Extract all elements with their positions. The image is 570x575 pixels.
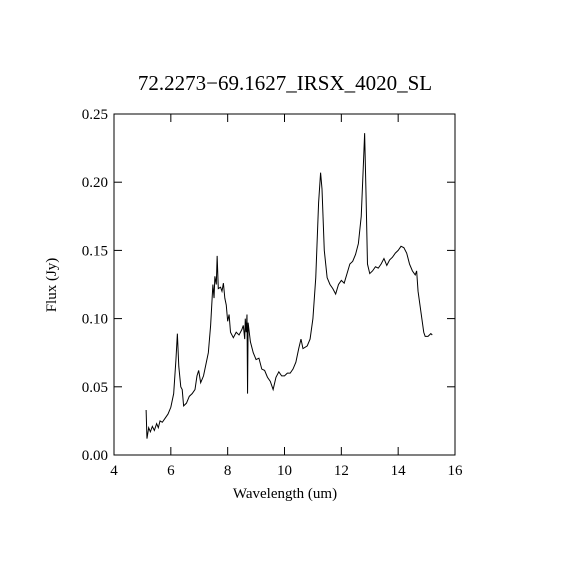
x-tick-label: 14 [391,463,407,479]
x-tick-label: 12 [334,463,349,479]
x-tick-label: 10 [277,463,292,479]
y-tick-label: 0.25 [82,107,108,123]
x-tick-label: 6 [167,463,175,479]
x-tick-label: 16 [448,463,464,479]
y-tick-label: 0.15 [82,243,108,259]
chart-title: 72.2273−69.1627_IRSX_4020_SL [138,71,432,95]
x-tick-label: 8 [224,463,232,479]
x-axis-label: Wavelength (um) [233,486,337,502]
y-tick-label: 0.00 [82,448,108,464]
spectrum-line [145,133,433,439]
y-tick-label: 0.20 [82,175,108,191]
y-tick-label: 0.10 [82,312,108,328]
y-axis-label: Flux (Jy) [44,258,60,313]
y-tick-label: 0.05 [82,380,108,396]
x-tick-label: 4 [110,463,118,479]
